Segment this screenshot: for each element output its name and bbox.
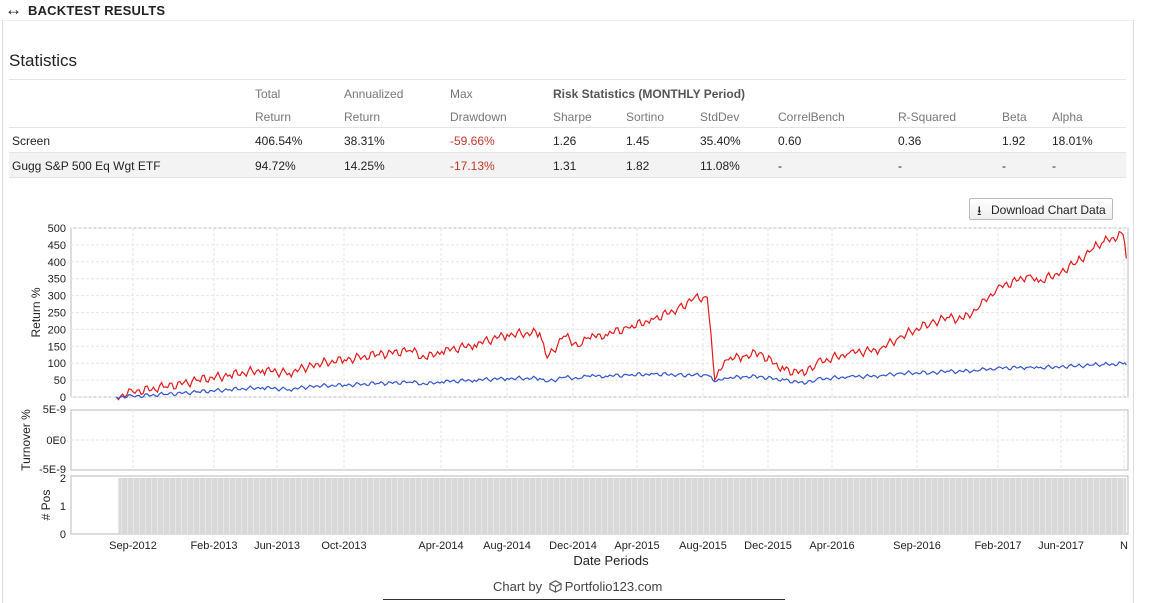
- cell-stddev: 11.08%: [700, 159, 740, 173]
- cell-annualized: 14.25%: [344, 159, 385, 173]
- cell-correl: -: [778, 159, 782, 173]
- y-tick-label: 450: [48, 240, 66, 252]
- turnover-panel-frame: [70, 409, 1129, 471]
- y-tick-label: 400: [48, 257, 66, 269]
- header-annualized-2: Return: [344, 110, 381, 124]
- header-stddev: StdDev: [700, 110, 740, 124]
- y-tick-label: -5E-9: [39, 464, 66, 476]
- cell-sharpe: 1.31: [553, 159, 577, 173]
- x-tick-label: Oct-2013: [321, 540, 366, 552]
- y-tick-label: 250: [48, 308, 66, 320]
- cell-stddev: 35.40%: [700, 134, 741, 148]
- cell-sortino: 1.45: [626, 134, 650, 148]
- y-tick-label: 200: [48, 324, 66, 336]
- y-tick-label: 50: [54, 375, 66, 387]
- x-tick-label: Sep-2012: [109, 540, 157, 552]
- x-tick-label: Apr-2016: [809, 540, 854, 552]
- y-axis-label: Turnover %: [19, 409, 33, 471]
- x-tick-label: Apr-2015: [614, 540, 659, 552]
- x-tick-label: Sep-2016: [893, 540, 941, 552]
- table-row: Gugg S&P 500 Eq Wgt ETF 94.72% 14.25% -1…: [9, 153, 1126, 177]
- y-tick-label: 500: [48, 223, 66, 235]
- header-beta: Beta: [1002, 110, 1027, 124]
- download-chart-data-button[interactable]: ⭳ Download Chart Data: [969, 198, 1113, 220]
- x-tick-label: Apr-2014: [418, 540, 463, 552]
- x-axis-label: Date Periods: [573, 553, 649, 568]
- x-tick-label: Jun-2013: [254, 540, 300, 552]
- cell-total: 406.54%: [255, 134, 303, 148]
- cell-sharpe: 1.26: [553, 134, 577, 148]
- x-tick-label: Feb-2017: [974, 540, 1021, 552]
- table-row: Screen 406.54% 38.31% -59.66% 1.26 1.45 …: [9, 128, 1126, 152]
- row-name: Gugg S&P 500 Eq Wgt ETF: [12, 159, 161, 173]
- header-maxdd-1: Max: [450, 87, 473, 101]
- header-rsquared: R-Squared: [898, 110, 957, 124]
- credit-prefix: Chart by: [493, 579, 543, 594]
- row-name: Screen: [12, 134, 51, 148]
- cell-annualized: 38.31%: [344, 134, 385, 148]
- cell-correl: 0.60: [778, 134, 802, 148]
- header-total-2: Return: [255, 110, 292, 124]
- series-line-benchmark: [116, 361, 1127, 399]
- series-line-screen: [115, 230, 1127, 401]
- cell-maxdd: -59.66%: [450, 134, 495, 148]
- y-tick-label: 2: [60, 473, 66, 485]
- cell-alpha: 18.01%: [1052, 134, 1093, 148]
- x-tick-label: Jun-2017: [1038, 540, 1084, 552]
- cell-beta: 1.92: [1002, 134, 1026, 148]
- header-annualized-1: Annualized: [344, 87, 404, 101]
- y-tick-label: 0E0: [46, 435, 66, 447]
- y-tick-label: 300: [48, 291, 66, 303]
- x-tick-label: N: [1120, 540, 1128, 552]
- download-button-label: Download Chart Data: [991, 203, 1106, 217]
- y-tick-label: 0: [60, 392, 66, 404]
- y-tick-label: 1: [60, 501, 66, 513]
- header-total-1: Total: [255, 87, 281, 101]
- y-tick-label: 5E-9: [43, 404, 66, 416]
- chart-credit[interactable]: Chart by Portfolio123.com: [493, 579, 662, 594]
- divider: [9, 79, 1126, 80]
- header-alpha: Alpha: [1052, 110, 1083, 124]
- divider: [9, 152, 1126, 153]
- header-sharpe: Sharpe: [553, 110, 592, 124]
- cell-rsquared: -: [898, 159, 902, 173]
- y-axis-label: Return %: [29, 287, 43, 337]
- cell-rsquared: 0.36: [898, 134, 922, 148]
- results-header[interactable]: ↔ BACKTEST RESULTS: [0, 0, 1155, 22]
- cell-beta: -: [1002, 159, 1006, 173]
- header-correlbench: CorrelBench: [778, 110, 845, 124]
- y-axis-label: # Pos: [39, 490, 53, 521]
- statistics-title: Statistics: [9, 51, 78, 70]
- x-tick-label: Aug-2015: [679, 540, 727, 552]
- x-tick-label: Aug-2014: [483, 540, 531, 552]
- cell-alpha: -: [1052, 159, 1056, 173]
- cube-icon: [549, 580, 562, 593]
- credit-brand: Portfolio123.com: [564, 579, 663, 594]
- y-tick-label: 150: [48, 341, 66, 353]
- download-icon: ⭳: [977, 203, 982, 218]
- double-arrow-icon[interactable]: ↔: [5, 0, 22, 19]
- y-tick-label: 100: [48, 358, 66, 370]
- header-risk-statistics: Risk Statistics (MONTHLY Period): [553, 87, 746, 101]
- header-maxdd-2: Drawdown: [450, 110, 507, 124]
- cell-total: 94.72%: [255, 159, 296, 173]
- cell-maxdd: -17.13%: [450, 159, 495, 173]
- x-tick-label: Dec-2014: [549, 540, 597, 552]
- divider: [9, 127, 1126, 128]
- footer-divider: [383, 599, 785, 603]
- header-sortino: Sortino: [626, 110, 665, 124]
- results-panel: [2, 20, 1134, 603]
- divider: [9, 177, 1126, 178]
- y-tick-label: 350: [48, 274, 66, 286]
- x-tick-label: Dec-2015: [744, 540, 792, 552]
- x-tick-label: Feb-2013: [190, 540, 237, 552]
- positions-area: [118, 478, 1127, 534]
- y-tick-label: 0: [60, 529, 66, 541]
- results-title: BACKTEST RESULTS: [28, 3, 166, 18]
- cell-sortino: 1.82: [626, 159, 650, 173]
